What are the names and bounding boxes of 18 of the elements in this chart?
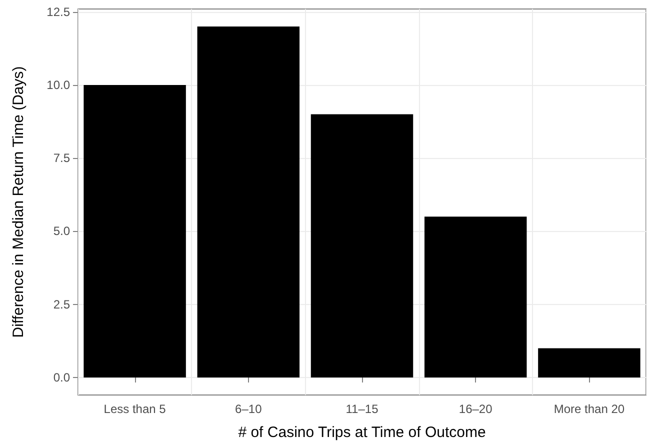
- y-tick-label: 2.5: [53, 297, 70, 312]
- bar: [538, 348, 640, 378]
- x-tick-label: 16–20: [458, 402, 493, 416]
- bar: [197, 26, 300, 378]
- x-tick-label: More than 20: [554, 402, 625, 416]
- x-axis-title: # of Casino Trips at Time of Outcome: [238, 424, 486, 441]
- y-tick-label: 10.0: [46, 78, 70, 92]
- x-tick-label: Less than 5: [104, 402, 166, 416]
- bar: [424, 216, 527, 378]
- y-axis-title: Difference in Median Return Time (Days): [10, 66, 27, 338]
- bar: [84, 85, 186, 378]
- y-tick-label: 5.0: [53, 224, 70, 238]
- bar: [310, 114, 414, 378]
- y-tick-label: 0.0: [53, 370, 70, 384]
- x-tick-label: 11–15: [346, 402, 379, 416]
- x-tick-label: 6–10: [235, 402, 262, 416]
- y-tick-label: 7.5: [53, 151, 70, 166]
- y-tick-label: 12.5: [46, 4, 70, 19]
